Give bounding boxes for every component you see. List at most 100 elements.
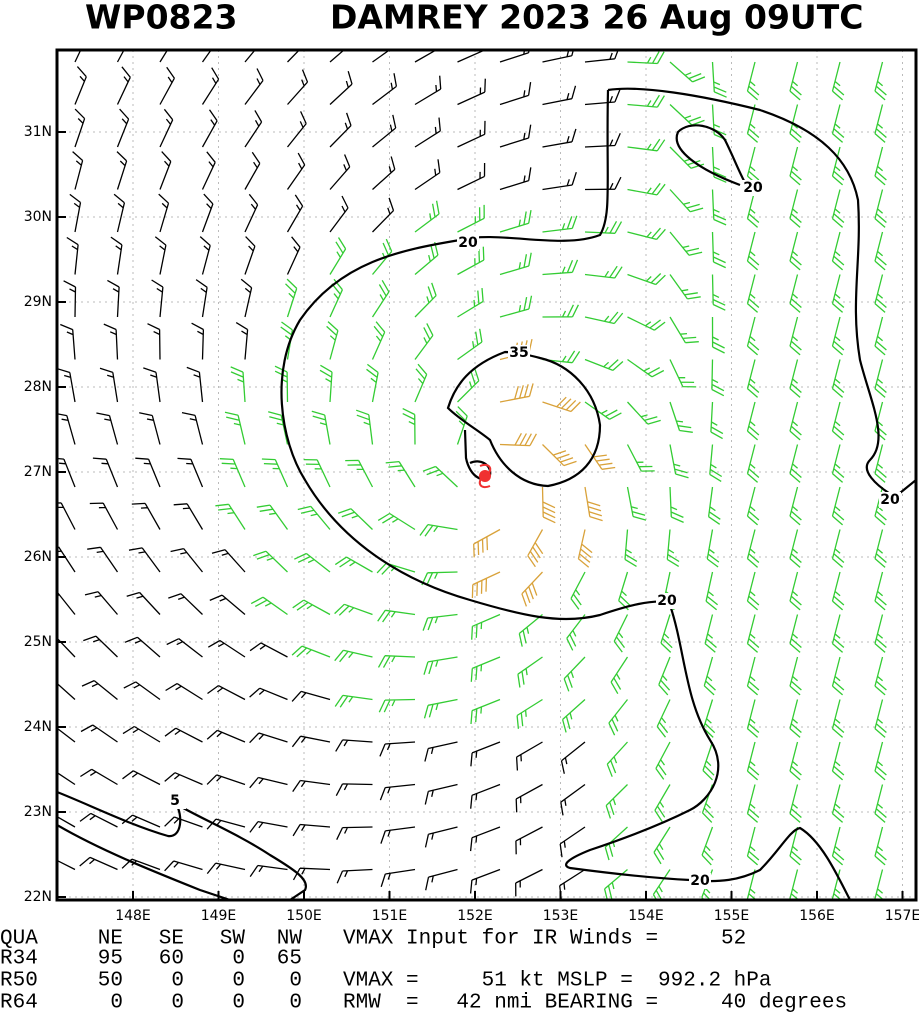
wind-barb xyxy=(423,698,458,719)
wind-barb xyxy=(789,61,802,101)
wind-barb xyxy=(380,868,416,887)
wind-barb xyxy=(422,613,458,631)
wind-barb xyxy=(457,367,480,403)
wind-barb xyxy=(249,642,288,658)
wind-barb xyxy=(329,278,343,318)
wind-barb xyxy=(253,550,288,573)
wind-barb xyxy=(291,690,331,702)
wind-barb xyxy=(706,529,720,568)
wind-barb xyxy=(206,862,246,875)
wind-barb xyxy=(286,236,301,275)
lon-label: 157E xyxy=(885,908,919,924)
storm-center xyxy=(478,464,492,488)
wind-barb xyxy=(372,197,395,233)
wind-barb xyxy=(584,50,619,63)
lat-label: 26N xyxy=(24,549,52,565)
table-cell: 0 xyxy=(171,992,184,1014)
wind-barb xyxy=(84,591,118,615)
wind-barb xyxy=(455,406,468,445)
wind-barb xyxy=(627,227,666,241)
lon-label: 155E xyxy=(714,908,750,924)
wind-barb xyxy=(560,741,586,774)
wind-barb xyxy=(424,741,458,762)
wind-barb xyxy=(831,401,845,441)
labels: 22N 23N 24N 25N 26N 27N 28N 29N 30N 31N 148E 149E 15… xyxy=(24,124,919,924)
wind-barb xyxy=(746,189,760,228)
wind-barb xyxy=(424,826,458,848)
wind-barb xyxy=(702,699,716,738)
wind-barb xyxy=(457,162,486,191)
wind-barb xyxy=(499,295,533,318)
wind-barb xyxy=(789,826,802,866)
wind-barb xyxy=(164,772,203,786)
wind-barb xyxy=(469,868,501,894)
wind-barb xyxy=(559,826,586,858)
wind-barb xyxy=(457,246,485,276)
wind-barb xyxy=(371,321,386,360)
contour-label: 20 xyxy=(880,492,900,508)
wind-barb xyxy=(334,694,373,708)
wind-barb xyxy=(499,124,532,148)
lat-label: 27N xyxy=(24,464,52,480)
wind-barb xyxy=(542,172,577,191)
wind-barb xyxy=(329,50,345,63)
wind-barb xyxy=(83,635,118,658)
table-cell: 95 xyxy=(98,948,123,971)
wind-barb xyxy=(372,73,398,106)
wind-barb xyxy=(372,114,397,148)
wind-barb xyxy=(707,486,721,525)
wind-barb xyxy=(159,151,172,190)
wind-barb xyxy=(224,411,246,445)
contour-label: 20 xyxy=(690,873,710,889)
wind-barb xyxy=(789,444,802,483)
wind-barb xyxy=(499,252,532,276)
wind-barb xyxy=(414,363,428,403)
wind-barb xyxy=(654,784,671,822)
wind-barb xyxy=(378,698,416,713)
wind-barb xyxy=(746,869,758,900)
wind-barb xyxy=(116,66,131,105)
wind-barb xyxy=(669,444,689,479)
wind-barb xyxy=(57,859,76,871)
wind-barb xyxy=(126,591,161,615)
wind-barb xyxy=(164,860,203,872)
contours xyxy=(57,87,916,900)
wind-barb xyxy=(874,571,887,611)
lat-label: 28N xyxy=(24,379,52,395)
wind-barb xyxy=(658,656,671,696)
wind-barb xyxy=(655,741,671,780)
wind-barb xyxy=(329,71,353,105)
table-cell: 0 xyxy=(232,970,245,993)
wind-barb xyxy=(122,770,161,786)
wind-barb xyxy=(669,359,697,388)
wind-barb xyxy=(286,194,304,233)
wind-barb xyxy=(874,104,887,143)
wind-barb xyxy=(746,741,760,781)
wind-barb xyxy=(542,128,577,148)
wind-barb xyxy=(831,146,845,186)
wind-barb xyxy=(457,204,485,233)
wind-barb xyxy=(372,156,396,190)
wind-barb xyxy=(74,66,87,105)
wind-barb xyxy=(831,316,845,356)
wind-barb xyxy=(831,699,845,738)
wind-barb xyxy=(789,656,802,696)
wind-barb xyxy=(201,109,218,148)
wind-barb xyxy=(711,274,726,311)
wind-barb xyxy=(92,457,119,488)
wind-barb xyxy=(521,571,543,607)
wind-barb xyxy=(151,279,164,318)
wind-barb xyxy=(669,316,699,344)
wind-barb xyxy=(471,571,501,599)
wind-barb xyxy=(57,367,76,403)
wind-barb xyxy=(457,120,486,148)
wind-barb xyxy=(831,231,845,271)
wind-barb xyxy=(470,783,501,809)
wind-barb xyxy=(584,358,624,372)
wind-barb xyxy=(207,639,246,658)
wind-barb xyxy=(336,868,373,884)
wind-barb xyxy=(414,241,439,275)
map-frame xyxy=(55,48,918,902)
wind-barb xyxy=(337,508,373,530)
wind-barb xyxy=(206,729,246,743)
